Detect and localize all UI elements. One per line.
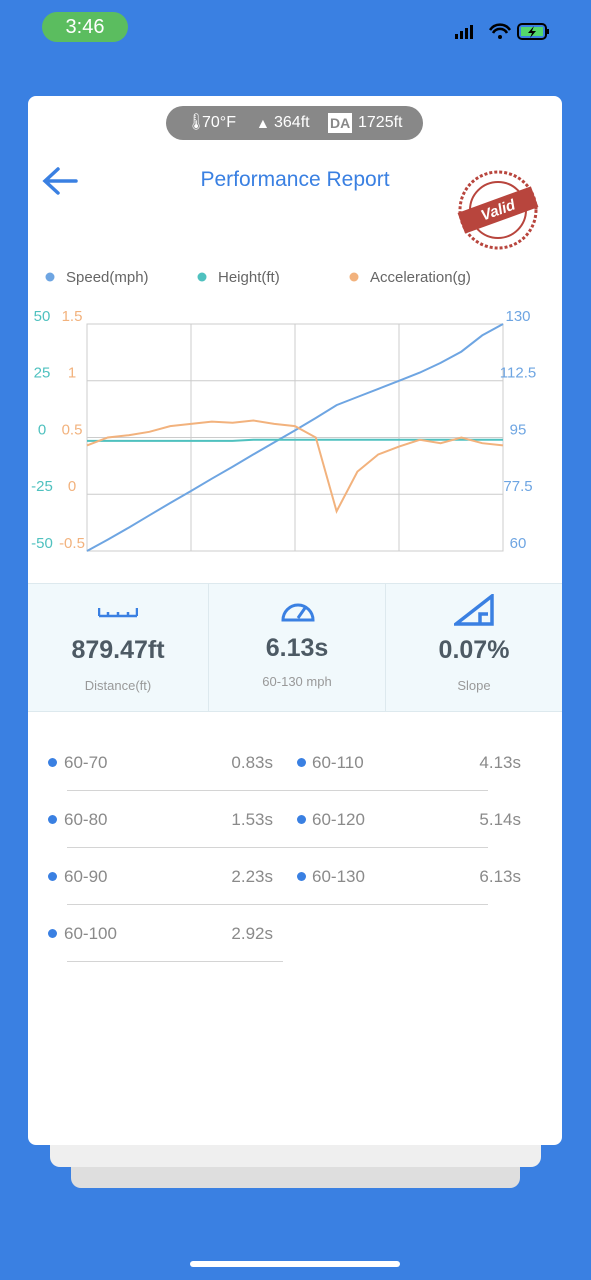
stat-label: 60-130 mph xyxy=(262,674,332,689)
split-row: 60-90 2.23s xyxy=(48,847,283,905)
stat-slope: 0.07% Slope xyxy=(386,584,562,711)
split-time: 1.53s xyxy=(231,810,273,829)
split-range: 60-90 xyxy=(64,867,108,886)
y-tick-label: -50 xyxy=(31,535,53,552)
home-indicator xyxy=(190,1261,400,1267)
split-time: 2.23s xyxy=(231,867,273,886)
stat-value: 879.47ft xyxy=(71,636,165,664)
temperature: 70°F xyxy=(202,114,236,131)
legend-label: Acceleration(g) xyxy=(370,269,471,286)
status-icons xyxy=(455,23,549,40)
y-tick-label: 60 xyxy=(510,535,527,552)
legend-label: Speed(mph) xyxy=(66,269,149,286)
gauge-icon xyxy=(281,603,315,622)
split-range: 60-80 xyxy=(64,810,108,829)
split-time: 2.92s xyxy=(231,924,273,943)
split-range: 60-100 xyxy=(64,924,117,943)
back-button[interactable] xyxy=(40,165,80,197)
slope-icon xyxy=(454,594,494,626)
ruler-icon xyxy=(98,608,138,618)
thermometer-icon: 🌡 xyxy=(186,114,207,131)
chart: Speed(mph) Height(ft) Acceleration(g) 50 25 0… xyxy=(31,269,536,552)
split-row: 60-80 1.53s xyxy=(48,790,283,848)
series-line xyxy=(87,438,503,442)
y-tick-label: 0.5 xyxy=(62,421,83,438)
series-line xyxy=(86,323,504,552)
split-range: 60-110 xyxy=(312,753,364,772)
y-tick-label: 130 xyxy=(505,308,530,325)
split-row: 60-110 4.13s xyxy=(283,733,521,791)
stat-distance: 879.47ft Distance(ft) xyxy=(28,584,209,711)
split-time: 0.83s xyxy=(231,753,273,772)
split-dot xyxy=(297,815,306,824)
stat-label: Distance(ft) xyxy=(84,678,152,693)
y-tick-label: -25 xyxy=(31,478,53,495)
split-time: 6.13s xyxy=(479,867,521,886)
split-dot xyxy=(48,815,57,824)
y-tick-label: 1.5 xyxy=(62,308,83,325)
split-row: 60-100 2.92s xyxy=(48,904,283,962)
split-dot xyxy=(297,872,306,881)
split-time: 4.13s xyxy=(479,753,521,772)
legend-label: Height(ft) xyxy=(218,269,280,286)
density-altitude: 1725ft xyxy=(358,114,403,131)
stat-time: 6.13s 60-130 mph xyxy=(209,584,386,711)
split-row: 60-70 0.83s xyxy=(48,733,283,791)
y-tick-label: 1 xyxy=(68,365,76,382)
split-dot xyxy=(48,758,57,767)
legend-swatch xyxy=(45,272,55,282)
y-tick-label: 0 xyxy=(68,478,76,495)
legend-swatch xyxy=(349,272,359,282)
split-time: 5.14s xyxy=(479,810,521,829)
valid-stamp: Valid xyxy=(457,170,539,250)
altitude: 364ft xyxy=(274,114,310,131)
status-time: 3:46 xyxy=(42,12,128,42)
y-tick-label: 95 xyxy=(510,421,527,438)
split-dot xyxy=(297,758,306,767)
split-range: 60-70 xyxy=(64,753,108,772)
y-tick-label: 0 xyxy=(38,421,46,438)
split-range: 60-120 xyxy=(312,810,365,829)
y-tick-label: 112.5 xyxy=(500,365,536,382)
stats-panel: 879.47ft Distance(ft) 6.13s 60-130 mph 0… xyxy=(28,583,562,712)
series-line xyxy=(86,419,504,514)
split-dot xyxy=(48,872,57,881)
legend-swatch xyxy=(197,272,207,282)
y-tick-label: 50 xyxy=(34,308,51,325)
y-tick-label: 25 xyxy=(34,365,51,382)
split-range: 60-130 xyxy=(312,867,365,886)
page-title: Performance Report xyxy=(200,168,390,191)
split-dot xyxy=(48,929,57,938)
mountain-icon: ▲ xyxy=(256,115,270,131)
y-tick-label: 77.5 xyxy=(503,478,532,495)
y-tick-label: -0.5 xyxy=(59,535,85,552)
split-row: 60-130 6.13s xyxy=(283,847,521,905)
stat-value: 6.13s xyxy=(265,634,329,662)
stat-label: Slope xyxy=(457,678,491,693)
split-row: 60-120 5.14s xyxy=(283,790,521,848)
stat-value: 0.07% xyxy=(438,636,510,664)
da-badge: DA xyxy=(328,113,353,133)
conditions-pill: 🌡 70°F ▲ 364ft DA 1725ft xyxy=(166,106,423,140)
